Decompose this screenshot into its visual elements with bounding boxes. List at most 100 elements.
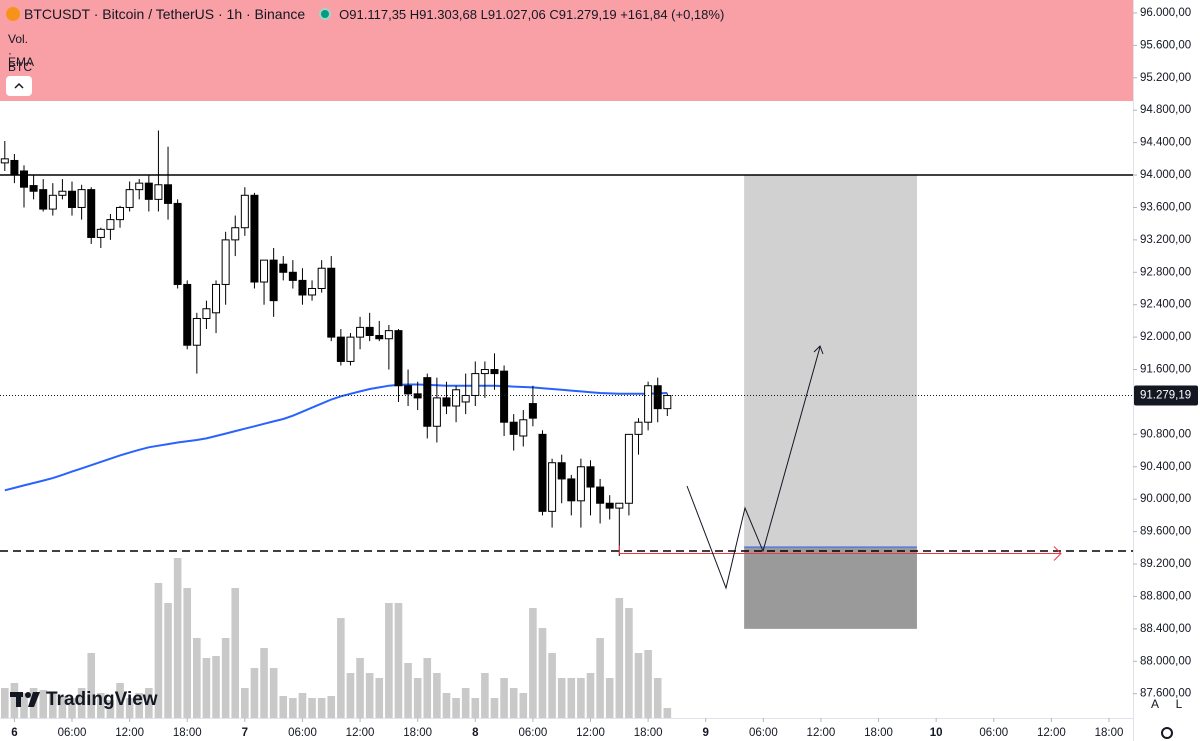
y-tick-label: 92.000,00 <box>1140 331 1191 343</box>
candle-body <box>10 159 19 176</box>
candle-body <box>365 326 374 336</box>
volume-bar <box>241 688 249 718</box>
settings-icon[interactable] <box>1161 727 1173 739</box>
volume-bar <box>173 558 182 718</box>
change: +161,84 (+0,18%) <box>620 6 725 22</box>
last-price-box <box>1134 385 1198 406</box>
y-tick-label: 94.800,00 <box>1140 104 1191 116</box>
volume-bar <box>269 668 278 718</box>
ema-legend[interactable]: EMA <box>8 55 35 69</box>
volume-bar <box>605 678 614 718</box>
candle-body <box>308 287 317 296</box>
y-tick-label: 95.600,00 <box>1140 39 1191 51</box>
volume-bar <box>193 638 201 718</box>
symbol[interactable]: BTCUSDT · Bitcoin / TetherUS · 1h · Bina… <box>24 6 306 22</box>
candle-body <box>96 228 105 238</box>
y-tick-label: 96.000,00 <box>1140 7 1191 19</box>
candle-body <box>336 336 345 362</box>
volume-bar <box>529 608 537 718</box>
candle-body <box>538 433 547 512</box>
ohlc-label: C <box>549 6 559 22</box>
volume-bar <box>317 698 326 718</box>
candle-body <box>663 395 672 410</box>
x-tick-label: 12:00 <box>115 727 144 739</box>
x-tick-label: 10 <box>930 727 943 739</box>
volume-bar <box>183 588 192 718</box>
collapse-button[interactable] <box>6 76 32 96</box>
volume-bar <box>625 608 633 718</box>
candle-body <box>605 502 614 509</box>
path-arrowhead <box>813 345 824 355</box>
candle-body <box>356 326 365 338</box>
candle-body <box>490 369 499 375</box>
candle-body <box>327 267 336 338</box>
x-tick-label: 6 <box>11 727 17 739</box>
volume-bar <box>653 678 662 718</box>
x-tick-label: 12:00 <box>346 727 375 739</box>
candle-body <box>288 271 297 281</box>
volume-bar <box>154 583 163 718</box>
candle-body <box>106 219 115 230</box>
ohlc-label: H <box>409 6 420 22</box>
auto-scale-button[interactable]: A <box>1150 697 1159 711</box>
y-tick-label: 93.200,00 <box>1140 234 1191 246</box>
volume-bar <box>135 693 144 718</box>
candle-body <box>48 194 57 210</box>
candle-body <box>471 373 480 396</box>
y-tick-label: 92.800,00 <box>1140 266 1191 278</box>
x-tick-label: 18:00 <box>173 727 202 739</box>
volume-bar <box>125 698 134 718</box>
ohlc-value: 91.303,68 <box>419 6 478 22</box>
y-tick-label: 88.400,00 <box>1140 623 1191 635</box>
volume-bar <box>548 653 556 718</box>
volume-bar <box>49 693 57 718</box>
candle-body <box>202 308 211 319</box>
x-tick-label: 8 <box>472 727 479 739</box>
y-tick-label: 87.600,00 <box>1140 688 1191 700</box>
candle-body <box>135 182 144 191</box>
settings-gear[interactable] <box>1161 727 1173 739</box>
candle-body <box>164 184 173 204</box>
volume-bar <box>58 696 67 718</box>
candle-body <box>192 317 201 346</box>
volume-bar <box>394 603 403 718</box>
candle-body <box>0 158 9 164</box>
logo-mark <box>28 692 40 707</box>
candle-body <box>183 283 192 346</box>
volume-bar <box>298 693 307 718</box>
y-tick-label: 94.000,00 <box>1140 169 1191 181</box>
volume-bar <box>1 688 9 718</box>
candle-body <box>452 389 461 407</box>
volume-bar <box>519 693 528 718</box>
header-overlay <box>0 0 1133 101</box>
candle-body <box>442 397 451 407</box>
log-scale-button[interactable]: L <box>1175 697 1183 711</box>
volume-bar <box>433 673 441 718</box>
x-tick-label: 7 <box>242 727 248 739</box>
candle-body <box>615 502 624 509</box>
volume-bar <box>68 698 76 718</box>
volume-bar <box>385 603 393 718</box>
candle-body <box>384 330 393 340</box>
volume-bar <box>145 688 153 718</box>
candle-body <box>317 267 326 289</box>
candle-body <box>154 184 163 200</box>
volume-bar <box>586 673 595 718</box>
volume-bar <box>567 678 576 718</box>
volume-bar <box>221 638 230 718</box>
volume-bar <box>202 658 211 718</box>
volume-legend[interactable]: Vol. · BTC <box>8 32 32 74</box>
volume-bar <box>250 668 259 718</box>
x-tick-label: 18:00 <box>1095 727 1124 739</box>
logo-mark <box>16 692 21 707</box>
volume-bar <box>164 603 172 718</box>
candle-body <box>644 385 653 423</box>
x-tick-label: 12:00 <box>576 727 605 739</box>
candle-body <box>68 190 77 208</box>
candle-body <box>298 279 307 296</box>
plot-area <box>0 130 1133 718</box>
y-tick-label: 90.000,00 <box>1140 493 1191 505</box>
volume-bar <box>500 678 508 718</box>
